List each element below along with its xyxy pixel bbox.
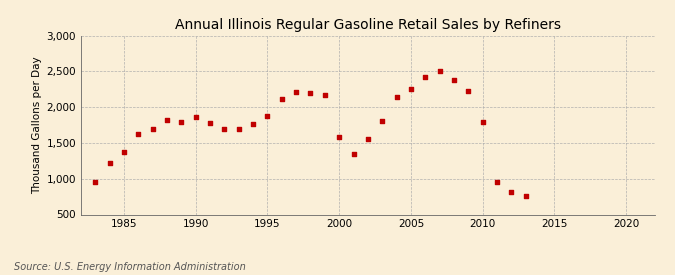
Point [119,149,130,154]
Point [406,87,416,92]
Point [305,91,316,95]
Point [90,179,101,184]
Point [520,194,531,198]
Point [147,126,158,131]
Point [348,152,359,156]
Point [463,89,474,93]
Point [104,161,115,165]
Text: Source: U.S. Energy Information Administration: Source: U.S. Energy Information Administ… [14,262,245,272]
Point [491,179,502,184]
Point [219,126,230,131]
Point [161,118,172,122]
Point [333,134,344,139]
Point [248,122,259,127]
Point [276,97,287,101]
Point [506,189,516,194]
Point [448,78,459,82]
Point [176,119,187,124]
Title: Annual Illinois Regular Gasoline Retail Sales by Refiners: Annual Illinois Regular Gasoline Retail … [175,18,561,32]
Point [262,114,273,118]
Point [205,121,215,125]
Y-axis label: Thousand Gallons per Day: Thousand Gallons per Day [32,56,43,194]
Point [291,89,302,94]
Point [434,68,445,73]
Point [420,74,431,79]
Point [477,119,488,124]
Point [133,132,144,137]
Point [362,137,373,142]
Point [234,126,244,131]
Point [319,93,330,97]
Point [377,119,387,123]
Point [190,114,201,119]
Point [391,95,402,100]
